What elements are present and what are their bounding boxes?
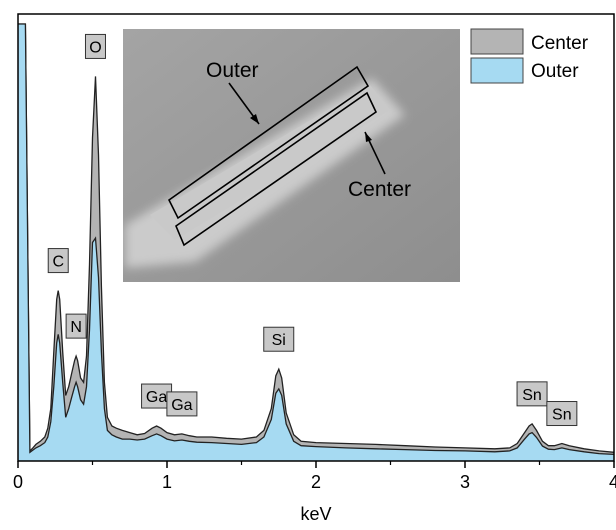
- peak-label-box: [65, 313, 87, 339]
- legend-label-center: Center: [531, 33, 589, 54]
- peak-label: Sn: [546, 401, 578, 427]
- x-axis: 0 1 2 3 4: [13, 461, 616, 492]
- legend-swatch-center: [470, 28, 524, 55]
- inset-center-label: Center: [348, 178, 411, 201]
- peak-label-text: Ga: [146, 389, 167, 406]
- peak-label-box: [546, 401, 578, 427]
- center-arrow-head: [365, 132, 372, 142]
- outer-region-box: [167, 65, 370, 220]
- x-tick-label: 4: [609, 472, 616, 492]
- center-region-box: [175, 91, 378, 247]
- series-area-outer: [18, 24, 614, 461]
- peak-label-text: C: [52, 254, 64, 271]
- peak-label-box: [166, 391, 198, 417]
- series-layer: [18, 23, 614, 461]
- peak-label-text: N: [70, 319, 82, 336]
- peak-label-box: [84, 33, 106, 59]
- peak-label: Sn: [516, 381, 548, 407]
- inset-outer-label: Outer: [206, 59, 259, 82]
- outer-arrow-head: [250, 114, 259, 124]
- peak-label-text: Ga: [171, 397, 192, 414]
- peak-label-text: O: [89, 39, 101, 56]
- peak-label: Ga: [166, 391, 198, 417]
- nanowire-body: [150, 85, 390, 240]
- peak-label: C: [47, 248, 69, 274]
- peak-label: N: [65, 313, 87, 339]
- series-line-outer: [18, 23, 614, 456]
- x-tick-label: 3: [460, 472, 470, 492]
- peak-label-text: Sn: [522, 387, 542, 404]
- x-tick-label: 2: [311, 472, 321, 492]
- peak-label: O: [84, 33, 106, 59]
- peak-label-box: [47, 248, 69, 274]
- x-axis-label: keV: [300, 504, 331, 524]
- peak-label-text: Sn: [552, 407, 572, 424]
- peak-label-box: [263, 326, 295, 352]
- peak-labels: C N O Ga Ga Si Sn Sn: [47, 33, 578, 427]
- peak-label-text: Si: [272, 332, 286, 349]
- legend-swatch-outer: [470, 57, 524, 84]
- series-line-center: [18, 23, 614, 453]
- x-tick-label: 0: [13, 472, 23, 492]
- peak-label-box: [516, 381, 548, 407]
- peak-label: Si: [263, 326, 295, 352]
- legend: Center Outer: [470, 28, 589, 84]
- x-tick-label: 1: [162, 472, 172, 492]
- sem-inset-image: Outer Center: [123, 29, 460, 282]
- legend-label-outer: Outer: [531, 61, 579, 82]
